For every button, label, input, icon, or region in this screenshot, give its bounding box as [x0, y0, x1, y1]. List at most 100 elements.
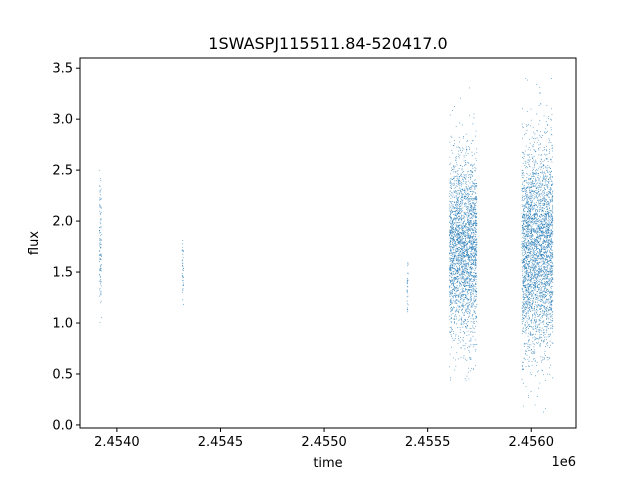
- data-point: [528, 332, 530, 334]
- data-point: [99, 258, 101, 260]
- data-point: [451, 267, 453, 269]
- data-point: [450, 291, 452, 293]
- data-point: [454, 239, 456, 241]
- data-point: [449, 163, 451, 165]
- data-point: [539, 291, 541, 293]
- data-point: [525, 206, 527, 208]
- data-point: [467, 242, 469, 244]
- data-point: [455, 291, 457, 293]
- data-point: [462, 257, 464, 259]
- data-point: [544, 213, 546, 215]
- data-point: [461, 266, 463, 268]
- data-point: [469, 309, 471, 311]
- data-point: [453, 191, 455, 193]
- data-point: [449, 249, 451, 251]
- data-point: [450, 252, 452, 254]
- data-point: [459, 191, 461, 193]
- data-point: [548, 232, 550, 234]
- data-point: [473, 255, 475, 257]
- data-point: [460, 97, 461, 99]
- data-point: [465, 256, 467, 258]
- data-point: [100, 270, 102, 272]
- data-point: [463, 192, 465, 194]
- data-point: [456, 200, 458, 202]
- data-point: [526, 201, 528, 203]
- data-point: [529, 306, 531, 308]
- data-point: [531, 185, 533, 187]
- data-point: [182, 263, 184, 265]
- data-point: [535, 171, 537, 173]
- data-point: [458, 261, 460, 262]
- data-point: [531, 290, 533, 292]
- data-point: [551, 134, 553, 136]
- data-point: [475, 213, 477, 215]
- data-point: [181, 262, 183, 264]
- data-point: [532, 248, 534, 250]
- data-point: [453, 230, 455, 232]
- data-point: [452, 227, 454, 229]
- data-point: [466, 255, 468, 257]
- data-point: [462, 215, 464, 217]
- data-point: [535, 162, 537, 164]
- data-point: [472, 313, 474, 315]
- data-point: [468, 226, 470, 228]
- data-point: [548, 196, 550, 198]
- data-point: [523, 307, 525, 309]
- data-point: [451, 246, 453, 248]
- data-point: [540, 285, 542, 287]
- data-point: [551, 270, 553, 272]
- data-point: [462, 273, 464, 275]
- data-point: [548, 230, 550, 232]
- data-point: [461, 253, 463, 255]
- data-point: [537, 276, 539, 277]
- data-point: [449, 294, 451, 296]
- data-point: [540, 278, 542, 280]
- data-point: [469, 346, 471, 348]
- data-point: [450, 266, 452, 268]
- data-point: [550, 278, 551, 280]
- data-point: [458, 271, 460, 273]
- data-point: [473, 206, 475, 208]
- data-point: [469, 219, 471, 221]
- data-point: [538, 200, 539, 202]
- data-point: [462, 231, 464, 233]
- data-point: [529, 245, 531, 247]
- data-point: [534, 320, 536, 322]
- data-point: [461, 233, 463, 235]
- data-point: [539, 215, 541, 217]
- data-point: [537, 209, 538, 211]
- data-point: [182, 299, 184, 301]
- data-point: [545, 313, 547, 314]
- data-point: [466, 250, 468, 252]
- data-point: [544, 203, 546, 205]
- data-point: [455, 268, 457, 270]
- data-point: [546, 251, 548, 253]
- data-point: [475, 251, 477, 252]
- data-point: [451, 219, 453, 221]
- data-point: [470, 306, 472, 308]
- data-point: [452, 220, 454, 221]
- data-point: [525, 301, 527, 303]
- data-point: [469, 286, 471, 288]
- data-point: [536, 202, 538, 203]
- data-point: [460, 255, 462, 256]
- data-point: [461, 298, 463, 299]
- data-point: [463, 252, 464, 254]
- data-point: [449, 234, 450, 236]
- data-point: [473, 280, 474, 282]
- data-point: [539, 210, 541, 212]
- data-point: [460, 258, 462, 260]
- data-point: [465, 280, 466, 282]
- data-point: [546, 231, 548, 233]
- data-point: [464, 227, 466, 229]
- data-point: [523, 278, 525, 280]
- data-point: [455, 246, 457, 248]
- data-point: [449, 327, 451, 329]
- data-point: [534, 254, 536, 256]
- data-point: [467, 265, 469, 267]
- data-point: [547, 305, 548, 307]
- data-point: [462, 246, 464, 248]
- data-point: [449, 267, 450, 269]
- data-point: [533, 208, 534, 210]
- data-point: [530, 259, 532, 261]
